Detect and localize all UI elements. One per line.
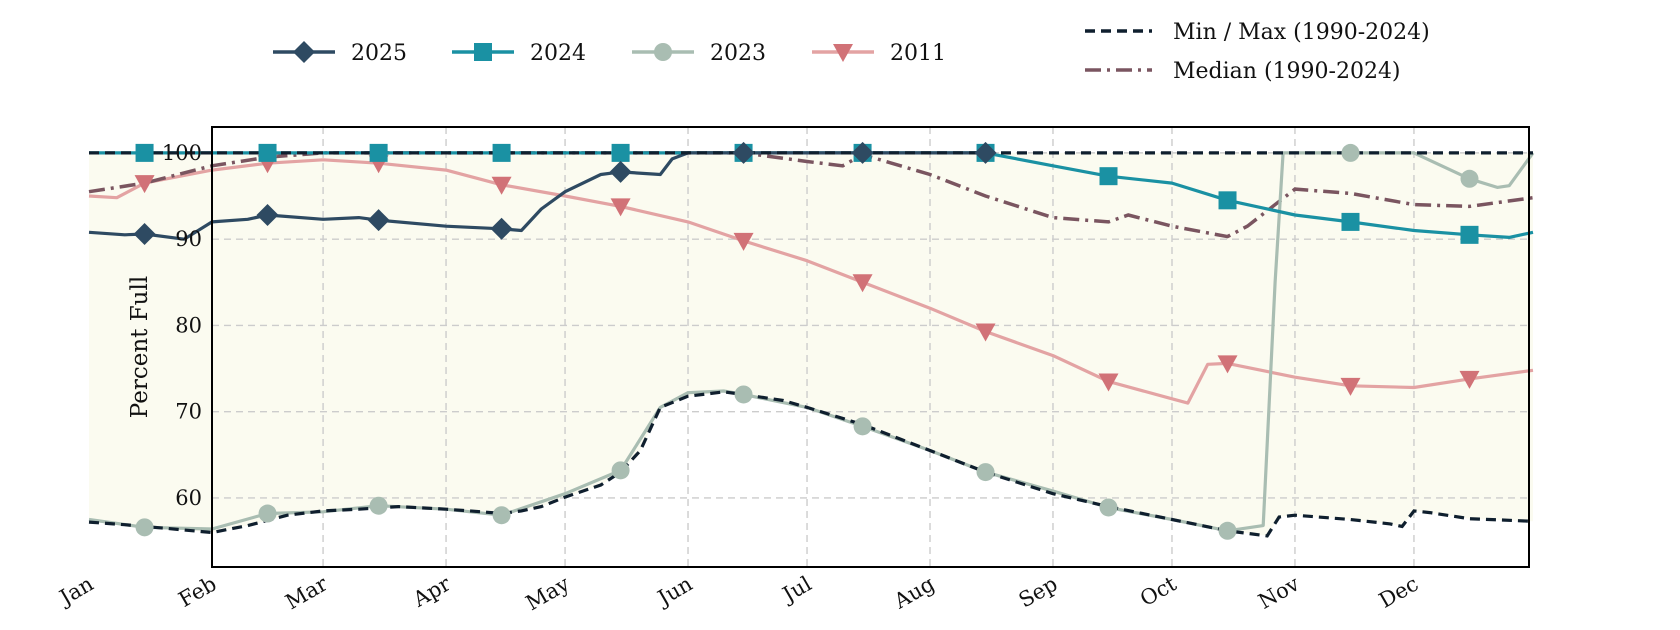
marker-2025 (732, 141, 755, 164)
y-tick-label: 70 (175, 400, 202, 424)
series-line-2025 (88, 151, 986, 241)
legend-swatch-marker (833, 44, 853, 62)
marker-2023 (734, 385, 753, 404)
series-markers (133, 141, 1480, 540)
legend-label: Median (1990-2024) (1173, 59, 1401, 84)
marker-2011 (733, 232, 754, 251)
legend-swatch-marker (474, 43, 492, 61)
marker-2024 (1218, 191, 1237, 210)
legend-swatch-marker (654, 43, 672, 61)
marker-2023 (1341, 143, 1360, 162)
x-tick-label: May (522, 571, 574, 615)
y-tick-label: 90 (175, 227, 202, 251)
marker-2023 (492, 506, 511, 525)
marker-2011 (975, 323, 996, 342)
marker-2011 (1098, 373, 1119, 392)
marker-2023 (258, 504, 277, 523)
marker-2025 (133, 222, 156, 245)
x-tick-label: Jan (54, 572, 98, 611)
legend-swatch-marker (293, 41, 315, 63)
marker-2025 (490, 217, 513, 240)
series-line-2011 (88, 158, 1534, 405)
x-tick-label: Sep (1015, 572, 1062, 613)
marker-2025 (974, 141, 997, 164)
x-tick-label: Aug (889, 572, 938, 614)
plot-frame (211, 126, 1530, 568)
y-tick-label: 100 (162, 141, 202, 165)
marker-2025 (851, 141, 874, 164)
legend-reference: Min / Max (1990-2024) Median (1990-2024) (1085, 20, 1430, 84)
marker-2011 (1217, 355, 1238, 374)
marker-2023 (369, 496, 388, 515)
marker-2025 (367, 209, 390, 232)
marker-2023 (1460, 169, 1479, 188)
x-tick-label: Jul (777, 571, 816, 607)
legend-label: 2024 (530, 41, 586, 66)
legend-label: 2011 (890, 41, 946, 66)
marker-2024 (1341, 212, 1360, 231)
marker-2025 (256, 204, 279, 226)
marker-2024 (258, 143, 277, 162)
series-line-median (88, 151, 1534, 239)
legend-label: Min / Max (1990-2024) (1173, 20, 1430, 45)
marker-2024 (369, 143, 388, 162)
marker-2024 (492, 143, 511, 162)
legend-label: 2025 (351, 41, 407, 66)
marker-2023 (611, 461, 630, 480)
marker-2011 (134, 175, 155, 194)
marker-2024 (611, 143, 630, 162)
series-line-min (88, 390, 1534, 538)
x-tick-label: Jun (652, 572, 696, 612)
marker-2011 (852, 274, 873, 293)
marker-2011 (1459, 370, 1480, 389)
x-tick-label: Apr (408, 571, 455, 612)
marker-2011 (1340, 377, 1361, 396)
y-tick-label: 80 (175, 313, 202, 337)
legend-years: 2025 2024 2023 2011 (273, 41, 946, 66)
marker-2025 (609, 160, 632, 183)
x-tick-label: Dec (1375, 572, 1423, 613)
marker-2023 (976, 463, 995, 482)
x-tick-label: Feb (174, 572, 220, 612)
y-tick-label: 60 (175, 486, 202, 510)
y-axis-label: Percent Full (127, 276, 153, 418)
x-tick-label: Nov (1254, 571, 1303, 613)
y-axis-ticks: 60 70 80 90 100 (162, 141, 202, 510)
marker-2023 (135, 518, 154, 537)
x-tick-label: Mar (281, 571, 332, 614)
marker-2011 (610, 198, 631, 217)
marker-2023 (853, 417, 872, 436)
marker-2023 (1218, 521, 1237, 540)
x-tick-label: Oct (1136, 571, 1181, 611)
marker-2024 (1460, 225, 1479, 244)
x-axis-ticks: Jan Feb Mar Apr May Jun Jul Aug Sep Oct Nov Dec (54, 571, 1423, 615)
legend-label: 2023 (710, 41, 766, 66)
marker-2024 (135, 143, 154, 162)
marker-2011 (491, 176, 512, 195)
marker-2024 (1099, 167, 1118, 186)
marker-2023 (1099, 498, 1118, 517)
